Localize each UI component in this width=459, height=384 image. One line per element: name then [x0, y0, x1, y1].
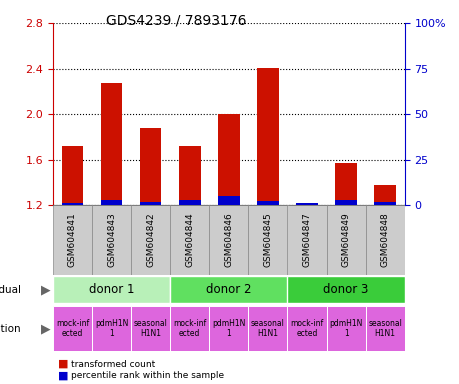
Text: ▶: ▶	[41, 322, 50, 335]
Text: GSM604841: GSM604841	[68, 213, 77, 267]
Bar	[62, 146, 83, 205]
Text: GSM604847: GSM604847	[302, 213, 311, 267]
Text: seasonal
H1N1: seasonal H1N1	[251, 319, 284, 338]
Bar	[53, 276, 170, 303]
Bar	[101, 200, 122, 205]
Bar	[335, 200, 356, 205]
Bar	[170, 205, 209, 275]
Bar	[287, 205, 326, 275]
Text: seasonal
H1N1: seasonal H1N1	[368, 319, 401, 338]
Text: transformed count: transformed count	[71, 359, 155, 369]
Bar	[365, 306, 404, 351]
Text: infection: infection	[0, 324, 21, 334]
Bar	[374, 185, 395, 205]
Text: donor 3: donor 3	[323, 283, 368, 296]
Bar	[92, 306, 131, 351]
Bar	[248, 306, 287, 351]
Text: ■: ■	[57, 371, 68, 381]
Bar	[218, 114, 239, 205]
Text: GSM604845: GSM604845	[263, 213, 272, 267]
Bar	[287, 276, 404, 303]
Bar	[326, 306, 365, 351]
Text: individual: individual	[0, 285, 21, 295]
Text: GSM604843: GSM604843	[107, 213, 116, 267]
Bar	[248, 205, 287, 275]
Text: mock-inf
ected: mock-inf ected	[290, 319, 323, 338]
Text: pdmH1N
1: pdmH1N 1	[95, 319, 128, 338]
Text: percentile rank within the sample: percentile rank within the sample	[71, 371, 224, 380]
Bar	[92, 205, 131, 275]
Text: pdmH1N
1: pdmH1N 1	[212, 319, 245, 338]
Text: ▶: ▶	[41, 283, 50, 296]
Bar	[140, 128, 161, 205]
Bar	[218, 196, 239, 205]
Bar	[365, 205, 404, 275]
Bar	[140, 202, 161, 205]
Text: pdmH1N
1: pdmH1N 1	[329, 319, 362, 338]
Bar	[374, 202, 395, 205]
Bar	[53, 205, 92, 275]
Bar	[287, 306, 326, 351]
Text: GDS4239 / 7893176: GDS4239 / 7893176	[106, 13, 246, 27]
Bar	[170, 276, 287, 303]
Bar	[296, 203, 317, 205]
Bar	[326, 205, 365, 275]
Bar	[296, 203, 317, 205]
Bar	[335, 163, 356, 205]
Text: mock-inf
ected: mock-inf ected	[56, 319, 89, 338]
Text: GSM604849: GSM604849	[341, 213, 350, 267]
Text: ■: ■	[57, 359, 68, 369]
Bar	[179, 146, 200, 205]
Text: donor 1: donor 1	[89, 283, 134, 296]
Text: seasonal
H1N1: seasonal H1N1	[134, 319, 167, 338]
Bar	[53, 306, 92, 351]
Bar	[62, 203, 83, 205]
Text: GSM604848: GSM604848	[380, 213, 389, 267]
Bar	[131, 205, 170, 275]
Bar	[209, 205, 248, 275]
Bar	[179, 200, 200, 205]
Text: donor 2: donor 2	[206, 283, 251, 296]
Bar	[257, 68, 278, 205]
Bar	[101, 83, 122, 205]
Text: GSM604844: GSM604844	[185, 213, 194, 267]
Text: mock-inf
ected: mock-inf ected	[173, 319, 206, 338]
Bar	[170, 306, 209, 351]
Bar	[257, 201, 278, 205]
Bar	[131, 306, 170, 351]
Text: GSM604842: GSM604842	[146, 213, 155, 267]
Text: GSM604846: GSM604846	[224, 213, 233, 267]
Bar	[209, 306, 248, 351]
